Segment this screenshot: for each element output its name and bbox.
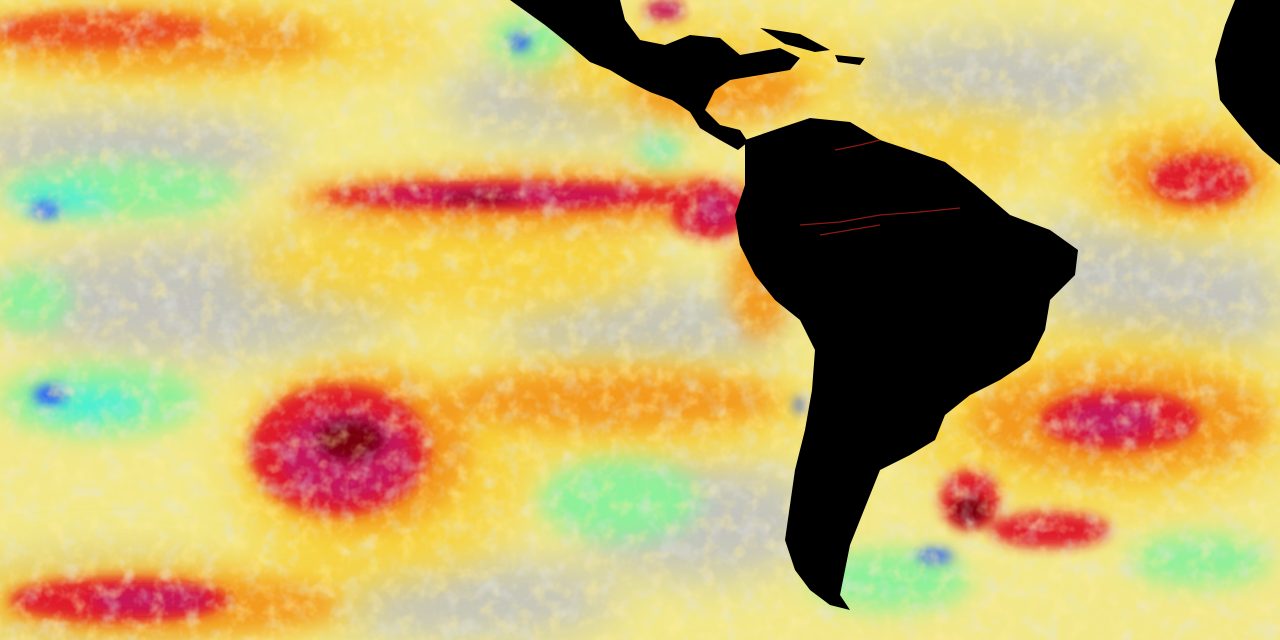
land-masses [510,0,1280,610]
caribbean-islands [760,28,830,52]
north-central-america [510,0,800,150]
hispaniola [835,55,865,65]
africa-edge [1215,0,1280,165]
rivers [799,139,961,236]
south-america [735,118,1078,610]
